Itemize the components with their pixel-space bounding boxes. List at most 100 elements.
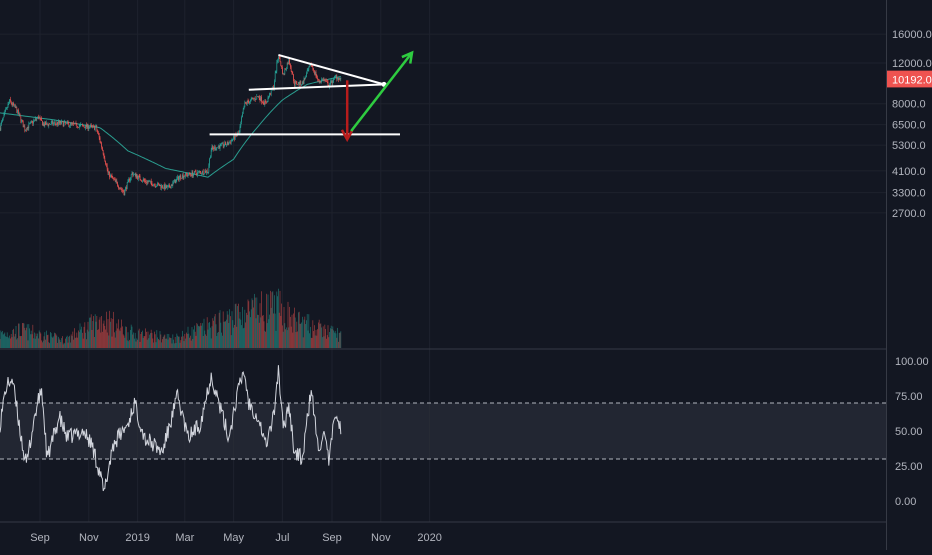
- candle-body: [143, 179, 144, 181]
- volume-bar: [210, 328, 211, 348]
- volume-bar: [69, 336, 70, 348]
- volume-bar: [218, 332, 219, 348]
- candle-body: [315, 72, 316, 74]
- candle-body: [68, 123, 69, 126]
- candle-body: [74, 124, 75, 125]
- volume-bar: [125, 326, 126, 348]
- candle-body: [129, 179, 130, 181]
- candle-body: [197, 172, 198, 175]
- candle-body: [32, 121, 33, 122]
- volume-bar: [65, 339, 66, 348]
- candle-body: [231, 140, 232, 143]
- candle-body: [29, 124, 30, 125]
- volume-bar: [118, 319, 119, 348]
- volume-bar: [76, 333, 77, 348]
- candle-body: [201, 173, 202, 174]
- candle-body: [108, 170, 109, 173]
- candle-body: [132, 173, 133, 175]
- volume-bar: [212, 318, 213, 348]
- volume-bar: [264, 321, 265, 348]
- volume-bar: [96, 322, 97, 348]
- volume-bar: [312, 320, 313, 348]
- candle-body: [219, 146, 220, 148]
- candle-body: [268, 97, 269, 98]
- volume-bar: [52, 337, 53, 348]
- candle-body: [111, 175, 112, 176]
- candle-body: [256, 99, 257, 100]
- candle-body: [324, 79, 325, 80]
- candle-body: [152, 183, 153, 186]
- candle-body: [90, 125, 91, 127]
- volume-bar: [161, 342, 162, 348]
- current-price-tag: 10192.0: [892, 74, 932, 86]
- candle-body: [13, 103, 14, 105]
- volume-bar: [130, 330, 131, 348]
- volume-bar: [16, 326, 17, 348]
- volume-bar: [135, 333, 136, 348]
- candle-body: [153, 184, 154, 185]
- time-tick-label: Mar: [175, 532, 194, 544]
- candle-body: [269, 93, 270, 96]
- volume-bar: [62, 336, 63, 348]
- candle-body: [47, 123, 48, 124]
- candle-body: [127, 182, 128, 189]
- candle-body: [254, 98, 255, 99]
- candle-body: [18, 110, 19, 114]
- candle-body: [104, 154, 105, 158]
- volume-bar: [287, 330, 288, 348]
- candle-body: [145, 181, 146, 182]
- candle-body: [148, 182, 149, 183]
- volume-bar: [208, 323, 209, 348]
- candle-body: [95, 127, 96, 130]
- volume-bar: [321, 327, 322, 348]
- volume-bar: [88, 322, 89, 348]
- candle-body: [299, 82, 300, 85]
- candle-body: [252, 98, 253, 99]
- candle-body: [253, 98, 254, 99]
- volume-bar: [225, 321, 226, 348]
- candle-body: [46, 123, 47, 125]
- volume-bar: [151, 330, 152, 348]
- candle-body: [317, 78, 318, 79]
- volume-bar: [4, 334, 5, 348]
- candle-body: [179, 177, 180, 180]
- candle-body: [170, 187, 171, 188]
- candle-body: [163, 188, 164, 189]
- volume-bar: [213, 321, 214, 348]
- candle-body: [271, 89, 272, 95]
- candle-body: [292, 71, 293, 73]
- volume-bar: [112, 337, 113, 348]
- volume-bar: [298, 312, 299, 348]
- volume-bar: [92, 330, 93, 348]
- candle-body: [200, 171, 201, 172]
- volume-bar: [71, 334, 72, 348]
- candle-body: [250, 100, 251, 102]
- volume-bar: [208, 330, 209, 348]
- candle-body: [303, 82, 304, 84]
- candle-body: [336, 75, 337, 79]
- candle-body: [184, 176, 185, 177]
- candle-body: [187, 174, 188, 176]
- volume-bar: [92, 321, 93, 348]
- candle-body: [291, 67, 292, 71]
- volume-bar: [285, 329, 286, 348]
- candle-body: [38, 117, 39, 119]
- volume-bar: [149, 335, 150, 348]
- candle-body: [76, 123, 77, 124]
- candle-body: [24, 127, 25, 128]
- candle-body: [204, 174, 205, 175]
- candle-body: [205, 171, 206, 173]
- candle-body: [109, 172, 110, 177]
- volume-bar: [143, 338, 144, 348]
- volume-bar: [248, 301, 249, 348]
- volume-bar: [166, 339, 167, 348]
- candle-body: [172, 185, 173, 186]
- volume-bar: [82, 333, 83, 348]
- volume-bar: [256, 298, 257, 348]
- candle-body: [121, 189, 122, 190]
- candle-body: [155, 185, 156, 187]
- volume-bar: [276, 331, 277, 348]
- volume-bar: [281, 304, 282, 348]
